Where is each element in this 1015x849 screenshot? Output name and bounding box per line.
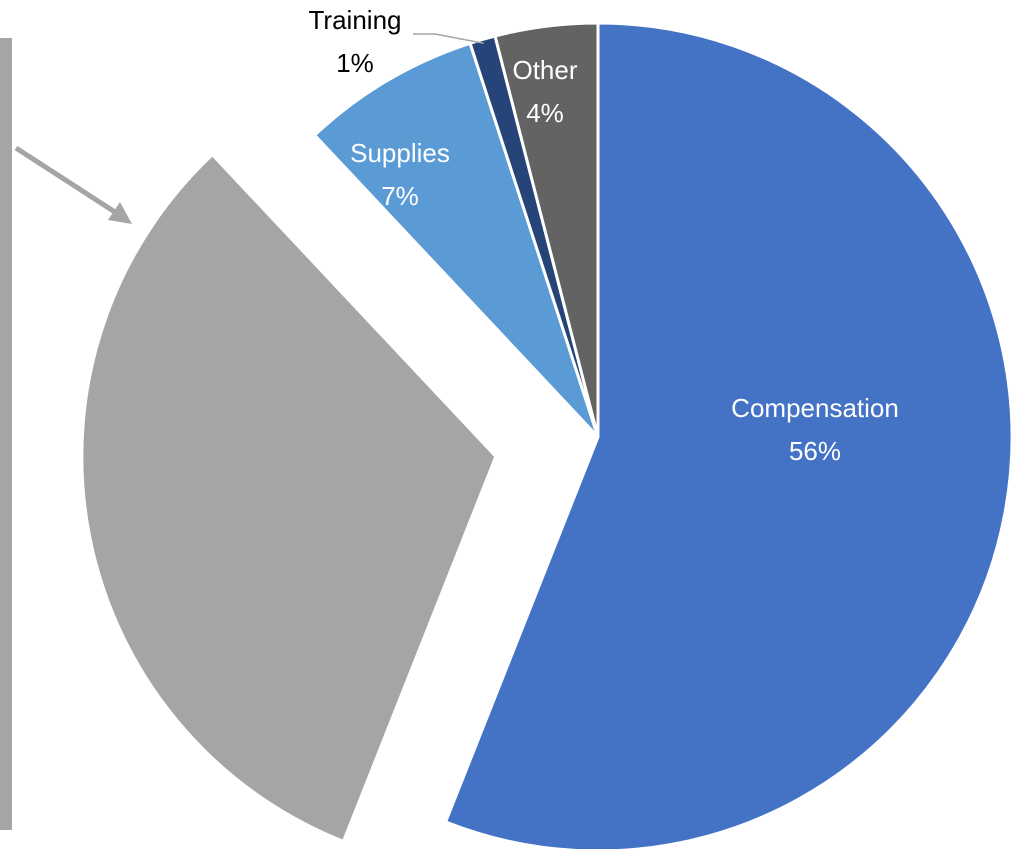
slice-value-label: 56% [789,436,841,466]
slice-value-label: 1% [336,48,374,78]
slice-category-label: Other [512,55,577,85]
pie-slice [443,21,1014,849]
slice-category-label: Training [309,5,402,35]
pie-slice [312,41,600,439]
slice-category-label: Compensation [731,393,899,423]
slice-category-label: Supplies [350,138,450,168]
pie-slice [80,152,498,844]
side-panel [0,38,12,830]
arrow-head [108,202,132,224]
arrow-line [14,145,120,217]
pie-slice [493,21,600,438]
leader-line [413,33,484,45]
slice-value-label: 4% [526,98,564,128]
slice-value-label: 7% [381,181,419,211]
